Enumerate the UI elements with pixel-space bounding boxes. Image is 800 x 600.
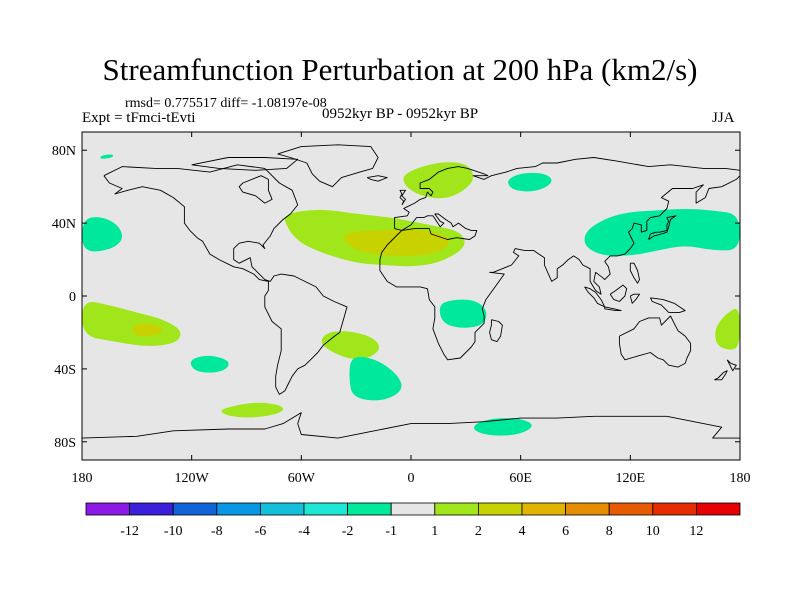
contour-negative-north-pacific-west: [82, 217, 123, 252]
axis-ticks: [81, 132, 741, 460]
colorbar-label: 1: [431, 524, 438, 539]
contour-negative-southern-ocean-east: [474, 418, 532, 436]
colorbar-swatch: [347, 502, 392, 516]
coastline-6: [618, 315, 692, 368]
y-tick-label: 0: [69, 290, 76, 305]
colorbar-swatch: [216, 502, 261, 516]
colorbar-label: -4: [298, 524, 310, 539]
chart-title: Streamfunction Perturbation at 200 hPa (…: [102, 52, 698, 87]
colorbar-swatch: [521, 502, 566, 516]
contour-positive-core-south-pacific: [132, 323, 162, 337]
season-text: JJA: [712, 110, 735, 126]
coastline-17: [238, 175, 273, 204]
x-tick-label: 60W: [288, 471, 316, 486]
y-tick-label: 80N: [52, 144, 76, 159]
colorbar-label: -10: [164, 524, 183, 539]
colorbar-swatch: [85, 502, 130, 516]
x-tick-label: 60E: [509, 471, 532, 486]
contour-negative-southeast-africa: [439, 299, 487, 328]
colorbar-label: -6: [255, 524, 267, 539]
coastline-0: [103, 164, 348, 395]
contour-positive-south-atlantic-band: [321, 331, 380, 360]
contour-fields: [82, 154, 740, 436]
coastline-15: [629, 262, 640, 284]
contour-positive-core-north-africa: [344, 229, 449, 256]
colorbar-swatch: [434, 502, 479, 516]
coastline-11: [604, 306, 622, 312]
coastline-5: [489, 319, 503, 343]
coastline-12: [609, 284, 628, 302]
coastline-1: [277, 144, 379, 188]
colorbar-swatch: [303, 502, 348, 516]
colorbar-label: 2: [475, 524, 482, 539]
coastline-2: [366, 175, 388, 182]
coastline-18: [191, 157, 299, 171]
coastline-8: [726, 359, 737, 372]
colorbar-label: 8: [606, 524, 613, 539]
colorbar: -12 -10 -8 -6 -4 -2 -1 1 2 4 6 8 10 12: [85, 502, 741, 539]
contour-positive-west-pacific: [715, 308, 740, 350]
stats-text: rmsd= 0.775517 diff= -1.08197e-08: [125, 96, 327, 111]
x-tick-label: 120W: [175, 471, 210, 486]
coastline-14: [629, 293, 640, 304]
colorbar-label: 6: [562, 524, 569, 539]
coastline-4: [399, 189, 406, 206]
colorbar-swatch: [608, 502, 654, 516]
contour-negative-south-atlantic: [349, 356, 402, 401]
colorbar-swatch: [652, 502, 697, 516]
colorbar-label: 10: [646, 524, 660, 539]
colorbar-label: -2: [342, 524, 354, 539]
colorbar-label: 4: [519, 524, 526, 539]
coastline-16: [82, 412, 740, 439]
colorbar-swatch: [477, 502, 523, 516]
colorbar-swatch: [390, 502, 436, 516]
colorbar-swatch: [696, 502, 741, 516]
colorbar-swatch: [172, 502, 218, 516]
colorbar-swatch: [129, 502, 174, 516]
coastline-3: [379, 157, 740, 361]
experiment-text: Expt = tFmci-tEvti: [82, 110, 196, 126]
period-text: 0952kyr BP - 0952kyr BP: [322, 106, 479, 122]
contour-negative-south-pacific-small: [190, 355, 229, 373]
x-tick-label: 120E: [616, 471, 646, 486]
colorbar-label: -1: [385, 524, 397, 539]
colorbar-swatch: [259, 502, 305, 516]
contour-positive-scandinavia: [403, 162, 474, 199]
contour-negative-west-siberia: [508, 172, 552, 192]
contour-negative-east-asia-north-pacific: [584, 208, 740, 256]
y-tick-label: 80S: [54, 436, 76, 451]
colorbar-label: -8: [211, 524, 223, 539]
colorbar-swatch: [565, 502, 610, 516]
contour-positive-southern-ocean: [221, 402, 284, 418]
axis-tick-labels: 180 120W 60W 0 60E 120E 180 80N 40N 0 40S 80S: [52, 144, 751, 486]
colorbar-label: -12: [120, 524, 139, 539]
coastline-9: [648, 215, 677, 240]
x-tick-label: 0: [408, 471, 415, 486]
coastline-7: [714, 370, 728, 381]
x-tick-label: 180: [730, 471, 751, 486]
y-tick-label: 40S: [54, 363, 76, 378]
x-tick-label: 180: [72, 471, 93, 486]
coastline-13: [649, 297, 686, 313]
contour-negative-arctic-dot: [100, 154, 114, 159]
coastlines: [82, 144, 740, 439]
colorbar-label: 12: [689, 524, 703, 539]
y-tick-label: 40N: [52, 217, 76, 232]
